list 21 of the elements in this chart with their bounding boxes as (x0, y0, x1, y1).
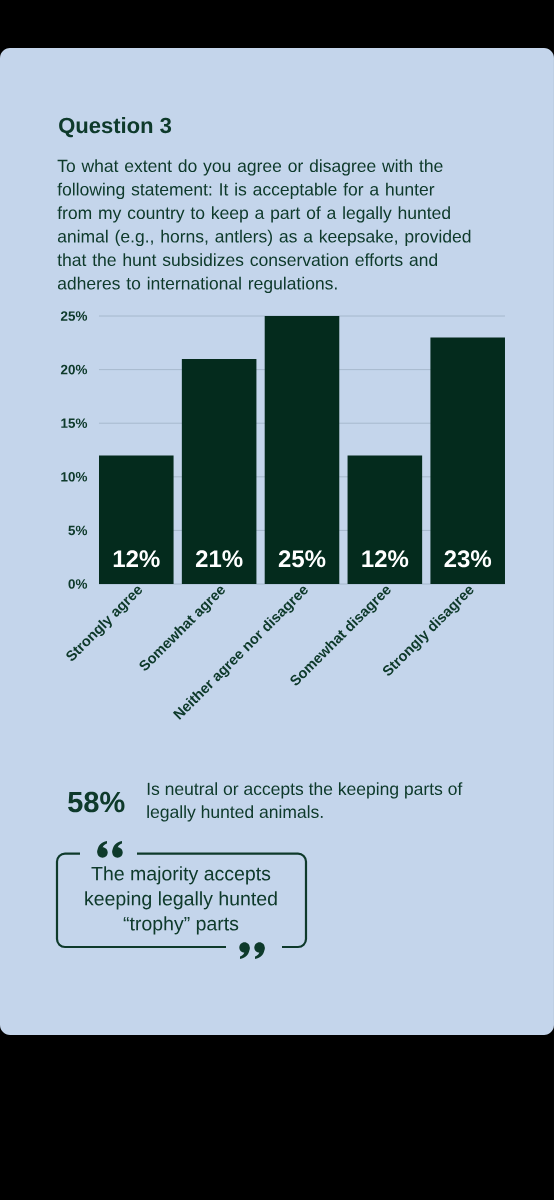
bar (347, 455, 423, 585)
chart-title: Question 3 (59, 117, 172, 138)
data-label: 23% (444, 550, 492, 568)
y-tick-label: 0% (68, 579, 88, 589)
data-label: 12% (362, 550, 409, 568)
y-tick-label: 25% (60, 311, 88, 321)
data-label: 25% (278, 550, 326, 568)
data-label: 12% (113, 550, 160, 568)
text: The majority accepts keeping legally hunted “trophy” parts (85, 866, 277, 935)
bar (181, 358, 257, 585)
y-tick-label: 20% (60, 364, 88, 375)
chart-subtitle: To what extent do you agree or disagree with the following statement: It is acceptable for a hunter from my country to keep a part of a legally hunted animal (e.g., horns, antlers) as a keepsake, provided that the hunt subsidizes conservation efforts and adheres to international regulations. (57, 159, 471, 294)
text: 58% (68, 791, 125, 813)
y-tick-label: 10% (61, 472, 88, 482)
y-tick-label: 15% (61, 418, 88, 428)
y-tick-label: 5% (68, 525, 88, 536)
text: Is neutral or accepts the keeping parts of legally hunted animals. (147, 782, 463, 822)
bar (430, 337, 505, 585)
bar (99, 455, 174, 585)
bar (264, 316, 340, 585)
data-label: 21% (195, 550, 243, 568)
